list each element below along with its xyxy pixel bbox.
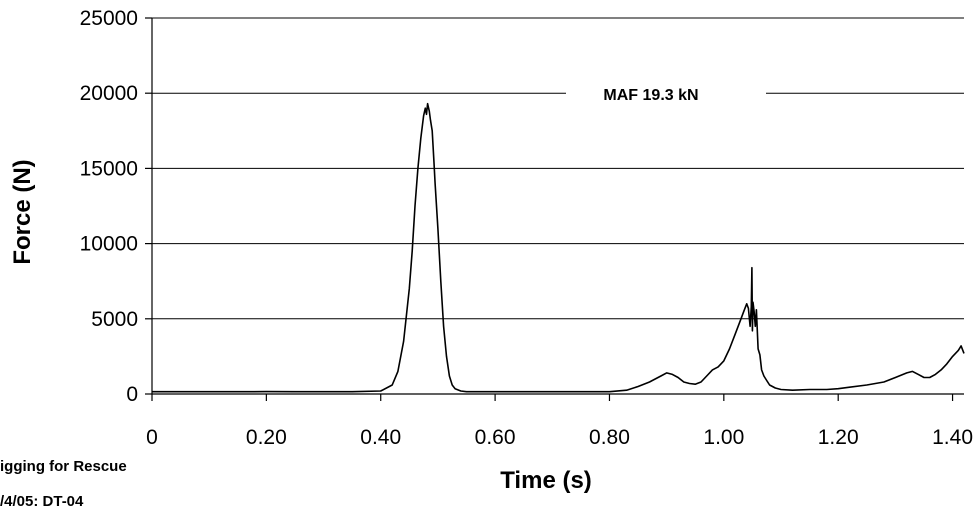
annotation-background [566, 87, 766, 100]
x-tick-label: 0.60 [475, 426, 516, 449]
annotation-label: MAF 19.3 kN [603, 87, 698, 104]
x-tick-marks [151, 394, 954, 401]
y-tick-label: 10000 [80, 233, 138, 256]
x-tick-label: 0.80 [589, 426, 630, 449]
y-tick-label: 15000 [80, 157, 138, 180]
gridlines [145, 17, 964, 395]
x-tick-label: 0.40 [360, 426, 401, 449]
y-axis-title: Force (N) [9, 159, 36, 264]
x-tick-label: 1.40 [932, 426, 973, 449]
y-tick-label: 20000 [80, 82, 138, 105]
x-tick-labels: 0 0.20 0.40 0.60 0.80 1.00 1.20 1.40 [146, 426, 973, 449]
y-tick-label: 0 [126, 383, 138, 406]
y-tick-label: 5000 [91, 308, 138, 331]
x-tick-label: 0.20 [246, 426, 287, 449]
x-axis-title: Time (s) [500, 467, 592, 494]
x-tick-label: 1.00 [703, 426, 744, 449]
force-series-line [152, 102, 965, 393]
x-tick-label: 0 [146, 426, 158, 449]
credit-line-2: /4/05: DT-04 [0, 493, 84, 510]
x-tick-label: 1.20 [818, 426, 859, 449]
y-tick-labels: 0 5000 10000 15000 20000 25000 [80, 7, 138, 406]
credit-line-1: igging for Rescue [0, 458, 127, 475]
y-tick-label: 25000 [80, 7, 138, 30]
